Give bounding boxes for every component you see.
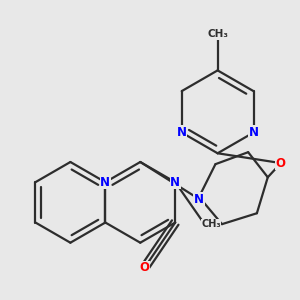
Text: N: N: [194, 193, 204, 206]
Text: CH₃: CH₃: [201, 219, 221, 229]
Text: CH₃: CH₃: [207, 29, 228, 39]
Text: O: O: [140, 261, 149, 274]
Text: O: O: [276, 157, 286, 169]
Text: N: N: [248, 126, 259, 139]
Text: N: N: [170, 176, 180, 189]
Text: N: N: [100, 176, 110, 189]
Text: N: N: [177, 126, 187, 139]
